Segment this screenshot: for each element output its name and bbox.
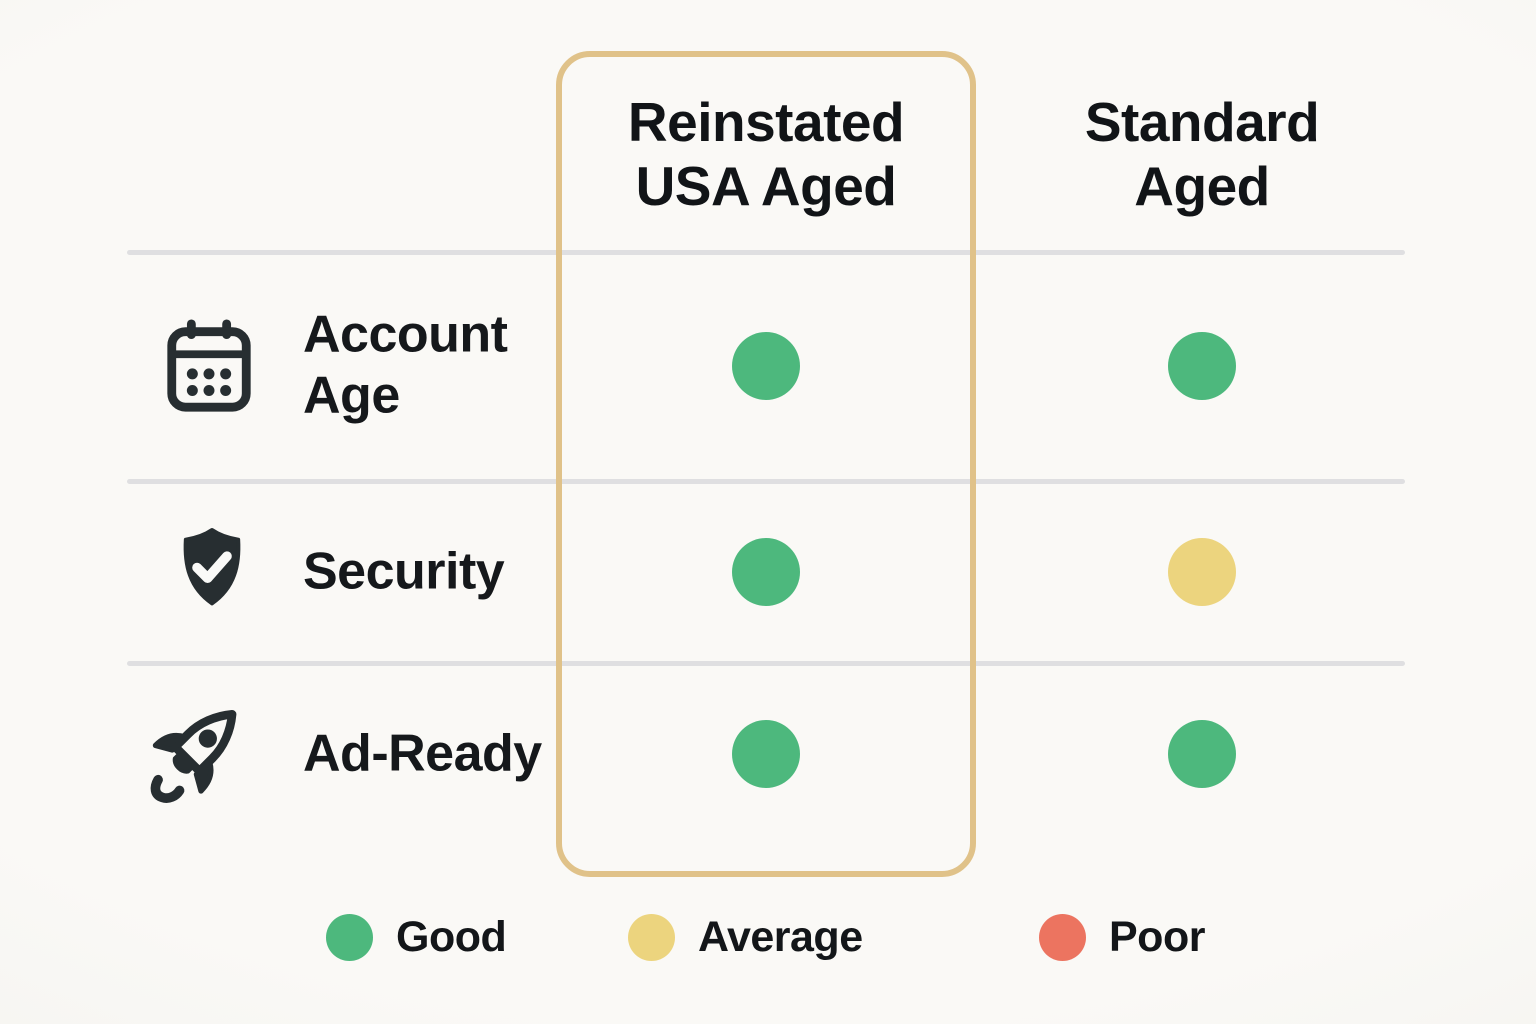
divider-line [127,661,1405,666]
rating-dot [1168,537,1236,606]
row-label: Account Age [303,305,508,425]
table-row: Ad-Ready [0,664,1536,844]
rating-dot [732,332,800,400]
legend-item-good: Good [326,912,507,962]
rocket-icon [142,697,260,811]
row-label: Security [303,541,505,600]
legend-label: Good [396,912,507,961]
legend-dot-average [628,913,675,961]
rating-dot [732,537,800,606]
legend-item-average: Average [628,912,863,962]
row-label: Ad-Ready [303,724,542,783]
column-header-standard-aged: Standard Aged [1084,91,1320,218]
legend-dot-poor [1039,913,1086,961]
legend-item-poor: Poor [1039,912,1205,962]
highlighted-column-outline [556,51,976,877]
divider-line [127,250,1405,255]
rating-dot [1168,332,1236,400]
calendar-icon [160,317,258,415]
table-row: Account Age [0,252,1536,480]
shield-check-icon [168,524,256,620]
legend-label: Poor [1109,912,1205,961]
divider-line [127,479,1405,484]
legend-dot-good [326,913,373,961]
table-row: Security [0,481,1536,662]
legend-label: Average [698,912,863,961]
rating-dot [1168,720,1236,788]
column-header-reinstated-usa-aged: Reinstated USA Aged [627,91,905,218]
rating-dot [732,720,800,788]
